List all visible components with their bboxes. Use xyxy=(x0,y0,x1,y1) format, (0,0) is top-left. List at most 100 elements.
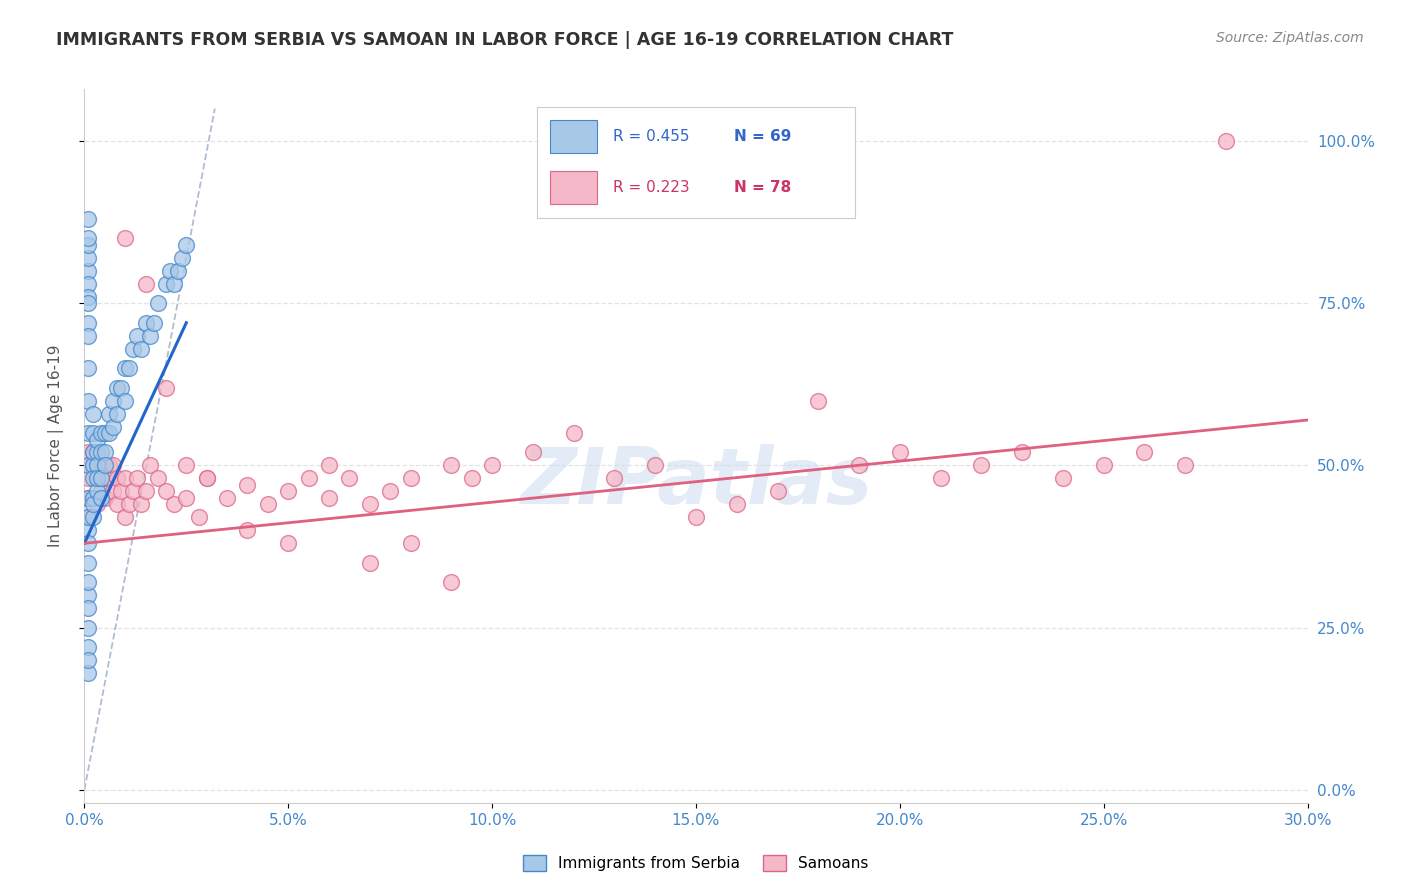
Point xyxy=(807,393,830,408)
Legend: Immigrants from Serbia, Samoans: Immigrants from Serbia, Samoans xyxy=(517,849,875,877)
Point xyxy=(114,361,136,376)
Point xyxy=(1092,458,1115,473)
Point xyxy=(82,471,104,485)
Point xyxy=(77,471,100,485)
Point xyxy=(77,510,100,524)
Point xyxy=(77,653,100,667)
Point xyxy=(380,484,402,499)
Point xyxy=(970,458,993,473)
Point xyxy=(131,497,153,511)
Point xyxy=(93,445,117,459)
Point xyxy=(127,471,149,485)
Point xyxy=(155,381,177,395)
Text: IMMIGRANTS FROM SERBIA VS SAMOAN IN LABOR FORCE | AGE 16-19 CORRELATION CHART: IMMIGRANTS FROM SERBIA VS SAMOAN IN LABO… xyxy=(56,31,953,49)
Point xyxy=(77,251,100,265)
Point xyxy=(399,471,422,485)
Point xyxy=(339,471,361,485)
Point xyxy=(77,458,100,473)
Point xyxy=(77,588,100,602)
Point xyxy=(110,381,132,395)
Point xyxy=(97,458,120,473)
Point xyxy=(277,484,299,499)
Point xyxy=(105,497,128,511)
Point xyxy=(318,458,340,473)
Point xyxy=(187,510,209,524)
Point xyxy=(77,264,100,278)
Point xyxy=(195,471,218,485)
Point xyxy=(97,407,120,421)
Point xyxy=(167,264,190,278)
Point xyxy=(86,433,108,447)
Point xyxy=(163,277,186,291)
Point xyxy=(1133,445,1156,459)
Point xyxy=(114,471,136,485)
Point xyxy=(86,445,108,459)
Point xyxy=(77,666,100,681)
Point xyxy=(86,458,108,473)
Point xyxy=(146,296,169,310)
Point xyxy=(82,458,104,473)
Point xyxy=(1052,471,1074,485)
Point xyxy=(101,419,124,434)
Point xyxy=(82,491,104,505)
Point xyxy=(889,445,911,459)
Point xyxy=(77,231,100,245)
Point xyxy=(146,471,169,485)
Point xyxy=(122,342,145,356)
Point xyxy=(114,510,136,524)
Point xyxy=(77,458,100,473)
Point xyxy=(318,491,340,505)
Point xyxy=(90,491,112,505)
Point xyxy=(461,471,484,485)
Point xyxy=(685,510,707,524)
Point xyxy=(114,393,136,408)
Point xyxy=(82,491,104,505)
Point xyxy=(77,491,100,505)
Point xyxy=(440,575,463,590)
Point xyxy=(159,264,181,278)
Point xyxy=(1174,458,1197,473)
Point xyxy=(644,458,666,473)
Point xyxy=(77,510,100,524)
Point xyxy=(77,524,100,538)
Point xyxy=(90,484,112,499)
Point xyxy=(101,458,124,473)
Point xyxy=(82,407,104,421)
Point xyxy=(93,425,117,440)
Point xyxy=(82,510,104,524)
Point xyxy=(155,277,177,291)
Point xyxy=(82,497,104,511)
Point xyxy=(77,536,100,550)
Point xyxy=(138,328,160,343)
Point xyxy=(90,471,112,485)
Point xyxy=(176,491,198,505)
Point xyxy=(766,484,789,499)
Point xyxy=(77,328,100,343)
Point xyxy=(86,497,108,511)
Point xyxy=(236,478,259,492)
Point xyxy=(97,471,120,485)
Point xyxy=(176,458,198,473)
Point xyxy=(298,471,321,485)
Point xyxy=(77,425,100,440)
Point xyxy=(105,471,128,485)
Point xyxy=(90,445,112,459)
Point xyxy=(77,445,100,459)
Point xyxy=(131,342,153,356)
Point xyxy=(163,497,186,511)
Point xyxy=(135,484,157,499)
Point xyxy=(77,393,100,408)
Point xyxy=(77,601,100,615)
Point xyxy=(82,445,104,459)
Point xyxy=(90,425,112,440)
Point xyxy=(277,536,299,550)
Point xyxy=(82,458,104,473)
Point xyxy=(118,497,141,511)
Point xyxy=(114,231,136,245)
Point xyxy=(93,471,117,485)
Point xyxy=(82,425,104,440)
Point xyxy=(848,458,870,473)
Point xyxy=(359,497,381,511)
Point xyxy=(155,484,177,499)
Point xyxy=(77,296,100,310)
